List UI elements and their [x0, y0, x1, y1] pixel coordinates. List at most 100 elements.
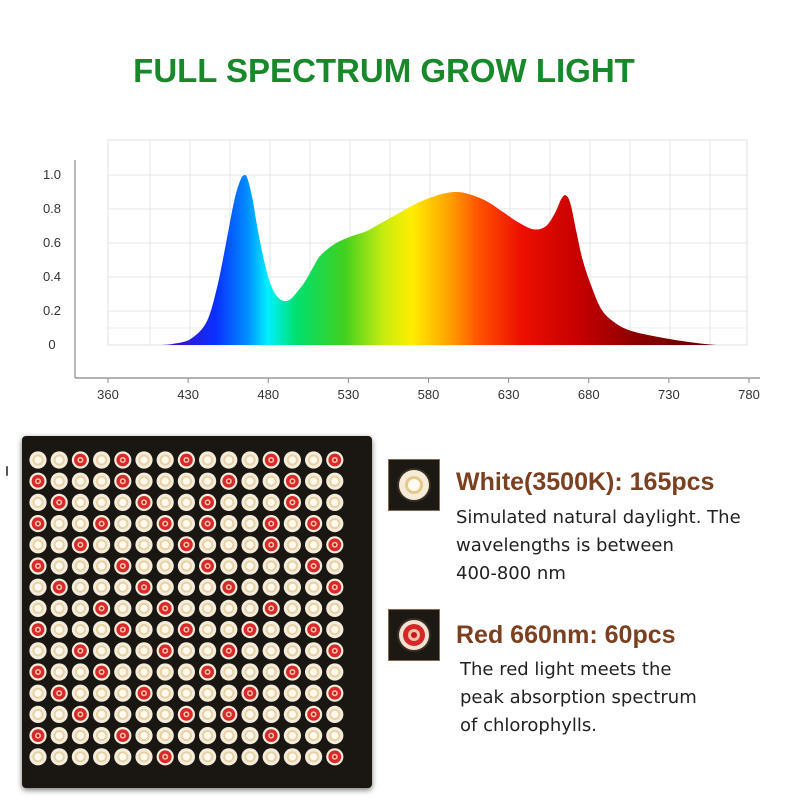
white-led [283, 557, 301, 575]
red-led [326, 451, 344, 469]
red-led [177, 705, 195, 723]
white-led [135, 748, 153, 766]
white-led [135, 515, 153, 533]
white-led [241, 663, 259, 681]
red-led [29, 515, 47, 533]
red-led [199, 493, 217, 511]
red-led [326, 642, 344, 660]
red-led [29, 557, 47, 575]
white-led [241, 557, 259, 575]
white-led [50, 727, 68, 745]
red-led [93, 663, 111, 681]
white-led [50, 663, 68, 681]
white-led [241, 748, 259, 766]
y-tick-label-2: 0.4 [43, 269, 61, 284]
red-led [283, 472, 301, 490]
white-led [156, 621, 174, 639]
white-led [93, 557, 111, 575]
red-led [50, 578, 68, 596]
white-led [114, 515, 132, 533]
red-led [29, 472, 47, 490]
white-led [156, 557, 174, 575]
white-led [156, 493, 174, 511]
white-led [326, 493, 344, 511]
white-led-title: White(3500K): 165pcs [456, 468, 715, 496]
white-led [114, 705, 132, 723]
red-led [50, 493, 68, 511]
white-desc-line-3: 400-800 nm [456, 563, 566, 584]
x-tick-label-0: 360 [97, 387, 119, 402]
red-led [305, 705, 323, 723]
white-led [283, 536, 301, 554]
white-led [241, 515, 259, 533]
red-led [241, 621, 259, 639]
page-title: FULL SPECTRUM GROW LIGHT [133, 52, 635, 89]
red-led [326, 748, 344, 766]
white-led [305, 663, 323, 681]
red-led [199, 515, 217, 533]
white-led [71, 684, 89, 702]
red-led-description: The red light meets the peak absorption … [460, 656, 790, 740]
red-desc-line-2: peak absorption spectrum [460, 687, 697, 708]
white-led [220, 727, 238, 745]
white-led [93, 536, 111, 554]
white-led [283, 748, 301, 766]
red-led [177, 536, 195, 554]
white-led [114, 684, 132, 702]
red-led [29, 727, 47, 745]
red-led [135, 493, 153, 511]
white-led [50, 472, 68, 490]
white-led [220, 621, 238, 639]
red-led [241, 684, 259, 702]
white-led [93, 748, 111, 766]
white-led [71, 557, 89, 575]
white-led [177, 472, 195, 490]
y-tick-label-3: 0.6 [43, 235, 61, 250]
white-led [241, 705, 259, 723]
white-led [177, 578, 195, 596]
white-led [156, 472, 174, 490]
red-led [156, 642, 174, 660]
white-led [241, 472, 259, 490]
red-led [71, 451, 89, 469]
white-led [29, 536, 47, 554]
white-led [29, 642, 47, 660]
white-led [283, 705, 301, 723]
white-led [305, 451, 323, 469]
white-led [199, 451, 217, 469]
red-led [262, 451, 280, 469]
white-led [199, 599, 217, 617]
white-led [220, 451, 238, 469]
red-led [114, 557, 132, 575]
white-led [156, 684, 174, 702]
white-led [262, 642, 280, 660]
white-led [283, 515, 301, 533]
y-tick-label-4: 0.8 [43, 201, 61, 216]
spectrum-area [138, 175, 747, 345]
white-led [93, 705, 111, 723]
white-led [262, 705, 280, 723]
red-led [71, 705, 89, 723]
white-led [220, 663, 238, 681]
white-led [135, 536, 153, 554]
white-led [93, 621, 111, 639]
red-led [114, 472, 132, 490]
red-led [114, 727, 132, 745]
red-desc-line-3: of chlorophylls. [460, 715, 597, 736]
white-led [262, 663, 280, 681]
white-led [156, 536, 174, 554]
white-led [241, 578, 259, 596]
white-led [71, 515, 89, 533]
white-led-thumbnail [388, 459, 440, 511]
white-led [220, 748, 238, 766]
y-tick-label-0: 0 [48, 337, 55, 352]
white-led [199, 727, 217, 745]
white-led [305, 684, 323, 702]
white-led [283, 684, 301, 702]
red-led [262, 727, 280, 745]
white-led [135, 727, 153, 745]
red-led [93, 515, 111, 533]
white-led [177, 515, 195, 533]
white-led [241, 451, 259, 469]
white-led [305, 472, 323, 490]
